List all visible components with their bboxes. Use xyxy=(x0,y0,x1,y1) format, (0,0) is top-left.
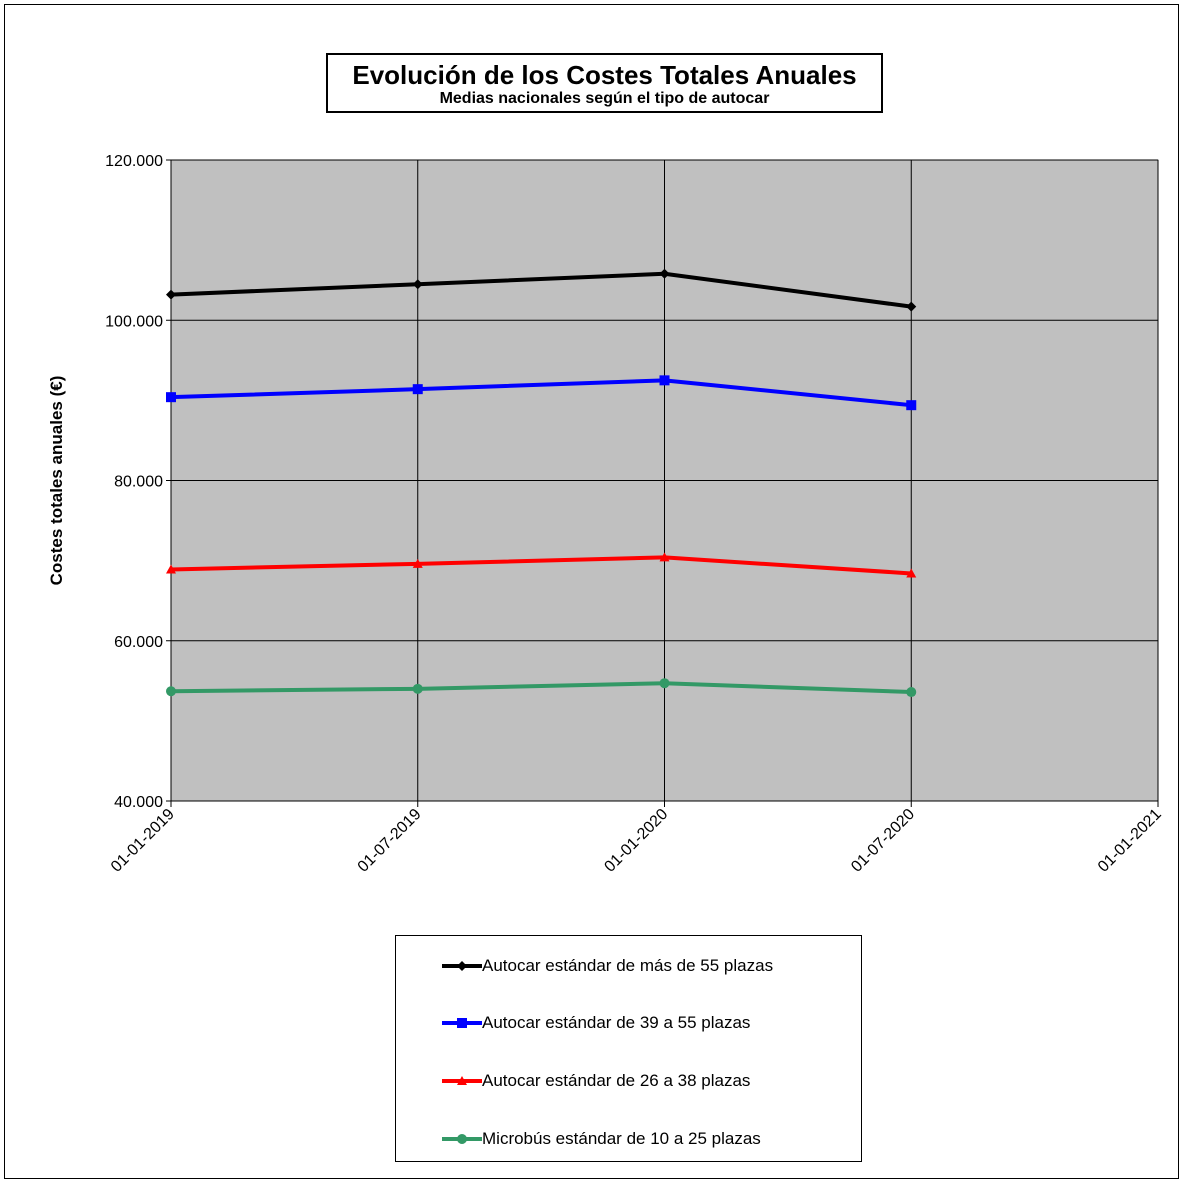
chart-subtitle: Medias nacionales según el tipo de autoc… xyxy=(439,90,770,107)
data-point xyxy=(166,564,176,574)
legend-item: Autocar estándar de 39 a 55 plazas xyxy=(438,1013,750,1033)
legend-swatch xyxy=(442,1134,482,1144)
y-tick-label: 100.000 xyxy=(105,313,163,330)
data-point xyxy=(906,301,917,312)
legend-swatch xyxy=(442,1076,482,1085)
x-tick-label: 01-01-2019 xyxy=(108,806,178,876)
x-tick-label: 01-01-2021 xyxy=(1095,806,1165,876)
legend: Autocar estándar de más de 55 plazas Auto… xyxy=(395,935,862,1162)
legend-label: Microbús estándar de 10 a 25 plazas xyxy=(482,1129,761,1148)
legend-swatch xyxy=(442,1018,482,1028)
x-tick-label: 01-01-2020 xyxy=(601,806,671,876)
data-point xyxy=(412,279,423,290)
x-tick-label: 01-07-2020 xyxy=(848,806,918,876)
legend-label: Autocar estándar de 26 a 38 plazas xyxy=(482,1071,751,1090)
series-line xyxy=(170,555,912,576)
data-point xyxy=(906,400,917,411)
legend-swatch-marker xyxy=(457,1076,467,1085)
data-point xyxy=(659,678,670,689)
series-line xyxy=(170,378,912,408)
legend-item: Autocar estándar de más de 55 plazas xyxy=(438,956,773,976)
legend-swatch-marker xyxy=(457,1134,467,1144)
legend-item: Microbús estándar de 10 a 25 plazas xyxy=(438,1129,761,1149)
chart-title: Evolución de los Costes Totales Anuales xyxy=(352,60,857,90)
legend-label: Autocar estándar de 39 a 55 plazas xyxy=(482,1013,751,1032)
data-point xyxy=(166,392,176,403)
legend-swatch-marker xyxy=(457,961,467,971)
legend-swatch xyxy=(442,961,482,971)
data-point xyxy=(412,384,423,395)
y-tick-label: 40.000 xyxy=(114,794,163,811)
data-point xyxy=(412,683,423,694)
data-point xyxy=(412,558,423,568)
y-axis-title: Costes totales anuales (€) xyxy=(47,376,66,586)
data-point xyxy=(906,568,917,578)
legend-swatch-marker xyxy=(457,1018,467,1028)
data-point xyxy=(659,552,670,562)
legend-item: Autocar estándar de 26 a 38 plazas xyxy=(438,1071,750,1091)
y-tick-label: 80.000 xyxy=(114,474,163,491)
data-point xyxy=(166,686,176,697)
series-line xyxy=(170,271,912,309)
y-tick-label: 60.000 xyxy=(114,634,163,651)
series-line xyxy=(170,681,912,695)
data-point xyxy=(166,289,176,300)
data-point xyxy=(659,268,670,279)
y-tick-label: 120.000 xyxy=(105,153,163,170)
data-point xyxy=(659,375,670,386)
x-tick-label: 01-07-2019 xyxy=(355,806,425,876)
data-point xyxy=(906,687,917,698)
legend-label: Autocar estándar de más de 55 plazas xyxy=(482,956,774,975)
title-box: Evolución de los Costes Totales Anuales … xyxy=(326,53,883,113)
